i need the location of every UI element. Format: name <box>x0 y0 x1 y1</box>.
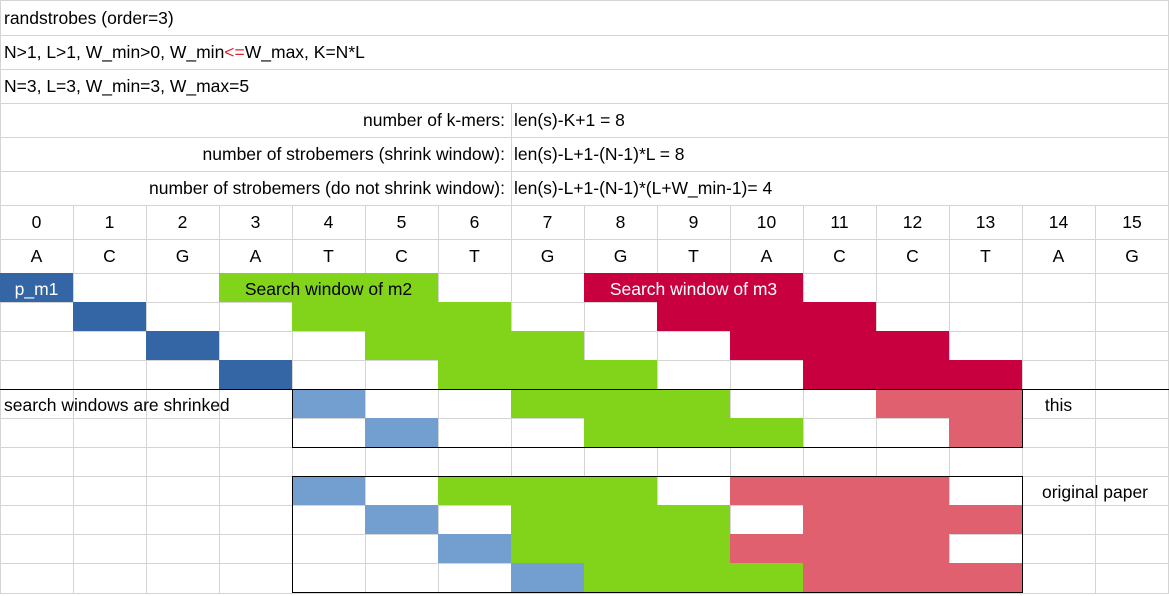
m2-window-cell <box>584 563 803 593</box>
base-cell[interactable]: T <box>323 246 334 266</box>
strobe-m1-cell <box>365 418 438 447</box>
index-cell[interactable]: 6 <box>469 212 480 232</box>
section-divider <box>0 389 1169 390</box>
col-gridline <box>146 205 147 593</box>
m2-window-cell <box>511 534 730 563</box>
col-gridline <box>1095 205 1096 593</box>
base-cell[interactable]: T <box>980 246 991 266</box>
m2-window-cell <box>292 302 511 331</box>
base-cell[interactable]: C <box>395 246 408 266</box>
m2-window-cell <box>438 360 657 389</box>
base-cell[interactable]: A <box>30 246 43 266</box>
index-cell[interactable]: 3 <box>250 212 261 232</box>
base-cell[interactable]: G <box>175 246 190 266</box>
m3-window-header-cell <box>584 273 803 302</box>
base-cell[interactable]: C <box>906 246 919 266</box>
params-cell[interactable]: N=3, L=3, W_min=3, W_max=5 <box>4 76 250 96</box>
col-gridline <box>730 205 731 593</box>
constraints-part1: N>1, L>1, W_min>0, W_min <box>4 42 225 62</box>
strobemers-noshrink-value[interactable]: len(s)-L+1-(N-1)*(L+W_min-1)= 4 <box>514 178 773 198</box>
index-cell[interactable]: 7 <box>542 212 553 232</box>
index-cell[interactable]: 10 <box>756 212 777 232</box>
constraints-cell[interactable]: N>1, L>1, W_min>0, W_min<=W_max, K=N*L <box>4 42 365 62</box>
index-cell[interactable]: 15 <box>1122 212 1142 232</box>
shrinked-label[interactable]: search windows are shrinked <box>4 395 230 415</box>
m3-window-cell <box>803 360 1022 389</box>
index-cell[interactable]: 4 <box>323 212 334 232</box>
index-cell[interactable]: 11 <box>830 212 849 232</box>
index-cell[interactable]: 9 <box>688 212 699 232</box>
row-gridline <box>0 35 1169 36</box>
index-cell[interactable]: 1 <box>104 212 115 232</box>
m3-window-cell <box>730 534 949 563</box>
p-m1-cell <box>0 273 73 302</box>
strobe-m1-cell <box>438 534 511 563</box>
m2-window-cell <box>511 505 730 534</box>
row-gridline <box>0 0 1169 1</box>
base-cell[interactable]: A <box>249 246 262 266</box>
index-cell[interactable]: 14 <box>1048 212 1069 232</box>
row-gridline <box>0 103 1169 104</box>
m3-window-cell <box>730 476 949 505</box>
strobemers-shrink-label[interactable]: number of strobemers (shrink window): <box>202 144 505 164</box>
row-gridline <box>0 171 1169 172</box>
strobe-m1-cell <box>511 563 584 593</box>
base-cell[interactable]: A <box>1052 246 1065 266</box>
m2-window-cell <box>438 476 657 505</box>
m2-window-cell <box>584 418 803 447</box>
m2-window-cell <box>511 389 730 418</box>
col-gridline <box>438 205 439 593</box>
base-cell[interactable]: T <box>469 246 480 266</box>
strobemers-noshrink-label[interactable]: number of strobemers (do not shrink wind… <box>149 178 505 198</box>
index-cell[interactable]: 2 <box>177 212 188 232</box>
strobe-m1-cell <box>219 360 292 389</box>
this-label[interactable]: this <box>1044 395 1073 415</box>
m3-window-cell <box>876 389 1022 418</box>
base-cell[interactable]: C <box>103 246 116 266</box>
row-gridline <box>0 69 1169 70</box>
col-gridline <box>511 103 512 205</box>
m2-window-cell <box>365 331 584 360</box>
m2-window-header-cell <box>219 273 438 302</box>
constraints-operator: <= <box>224 42 245 62</box>
m3-window-cell <box>657 302 876 331</box>
strobemers-shrink-value[interactable]: len(s)-L+1-(N-1)*L = 8 <box>514 144 685 164</box>
m3-window-cell <box>730 331 949 360</box>
row-gridline <box>0 137 1169 138</box>
title-cell[interactable]: randstrobes (order=3) <box>4 8 174 28</box>
col-gridline <box>219 205 220 593</box>
base-cell[interactable]: G <box>1125 246 1139 266</box>
m3-window-cell <box>949 418 1022 447</box>
kmers-label[interactable]: number of k-mers: <box>363 110 505 130</box>
base-cell[interactable]: G <box>613 246 628 266</box>
col-gridline <box>803 205 804 593</box>
col-gridline <box>73 205 74 593</box>
original-paper-label[interactable]: original paper <box>1041 482 1149 502</box>
strobe-m1-cell <box>292 389 365 418</box>
strobe-m1-cell <box>365 505 438 534</box>
constraints-part2: W_max, K=N*L <box>244 42 365 62</box>
index-cell[interactable]: 8 <box>615 212 626 232</box>
row-gridline <box>0 593 1169 594</box>
strobe-m1-cell <box>292 476 365 505</box>
strobe-m1-cell <box>146 331 219 360</box>
m3-window-cell <box>803 563 1022 593</box>
col-gridline <box>365 205 366 593</box>
kmers-value[interactable]: len(s)-K+1 = 8 <box>514 110 625 130</box>
p-m1-label[interactable]: p_m1 <box>14 279 59 299</box>
index-cell[interactable]: 12 <box>902 212 923 232</box>
index-cell[interactable]: 5 <box>396 212 407 232</box>
index-cell[interactable]: 0 <box>31 212 42 232</box>
base-cell[interactable]: G <box>540 246 555 266</box>
base-cell[interactable]: A <box>760 246 773 266</box>
m2-window-label[interactable]: Search window of m2 <box>244 279 413 299</box>
strobe-m1-cell <box>73 302 146 331</box>
index-cell[interactable]: 13 <box>975 212 996 232</box>
base-cell[interactable]: C <box>833 246 846 266</box>
m3-window-label[interactable]: Search window of m3 <box>609 279 778 299</box>
m3-window-cell <box>803 505 1022 534</box>
base-cell[interactable]: T <box>688 246 699 266</box>
